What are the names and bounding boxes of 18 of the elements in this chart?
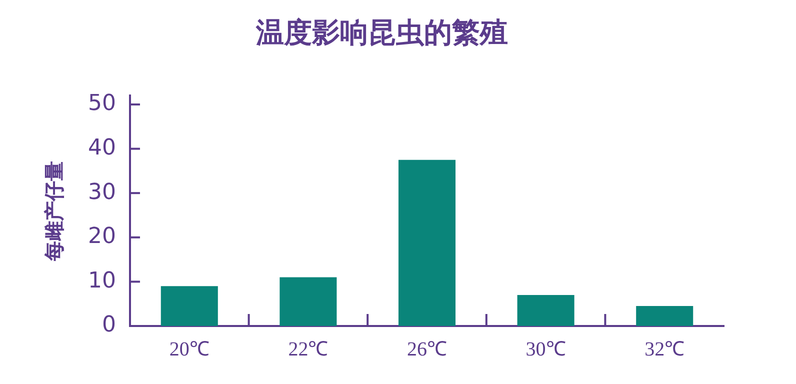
bar — [636, 306, 694, 326]
x-tick-label: 32℃ — [644, 338, 685, 360]
y-tick-label: 30 — [88, 180, 116, 205]
y-tick-label: 50 — [88, 91, 116, 116]
bar — [517, 294, 574, 326]
y-tick-label: 10 — [88, 268, 116, 294]
y-tick-label: 0 — [102, 312, 116, 338]
y-tick-label: 40 — [88, 135, 116, 160]
x-tick-label: 30℃ — [526, 338, 566, 360]
y-axis-title: 每雌产仔量 — [42, 160, 66, 262]
bar — [160, 286, 218, 326]
x-tick-label: 20℃ — [169, 338, 210, 360]
bar — [280, 277, 337, 326]
bar — [398, 160, 456, 326]
y-tick-label: 20 — [88, 224, 116, 250]
x-tick-label: 26℃ — [406, 338, 447, 360]
chart-title: 温度影响昆虫的繁殖 — [255, 16, 508, 50]
x-tick-label: 22℃ — [288, 338, 328, 360]
